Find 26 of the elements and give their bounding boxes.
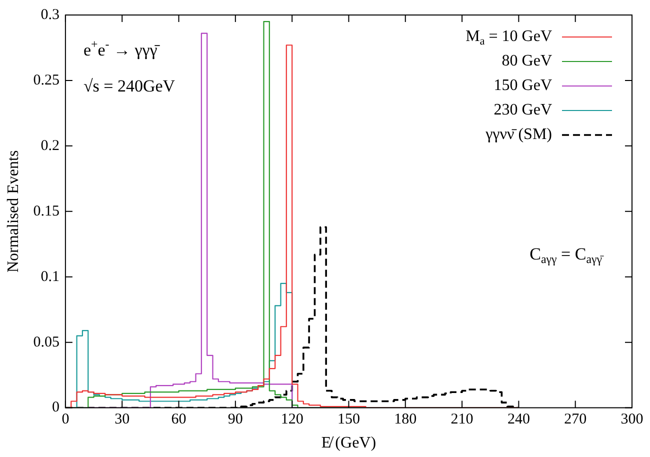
y-tick-label: 0.3 — [40, 6, 60, 23]
x-tick-label: 0 — [62, 412, 70, 428]
y-tick-label: 0.05 — [33, 334, 60, 350]
y-tick-label: 0.1 — [40, 268, 60, 285]
x-axis-title: E̸ (GeV) — [321, 434, 376, 452]
legend-label: 80 GeV — [502, 52, 552, 70]
y-tick-label: 0.15 — [33, 203, 60, 220]
x-tick-label: 90 — [228, 412, 243, 428]
annotation: √s = 240GeV — [83, 76, 176, 96]
x-tick-label: 150 — [337, 412, 360, 428]
y-tick-label: 0 — [52, 400, 60, 416]
legend-label: 150 GeV — [494, 77, 552, 94]
x-tick-label: 180 — [394, 412, 417, 428]
y-axis-title: Normalised Events — [4, 150, 22, 272]
legend-label: 230 GeV — [494, 102, 552, 119]
x-tick-label: 30 — [114, 412, 130, 428]
x-tick-label: 270 — [564, 412, 587, 428]
y-tick-label: 0.25 — [33, 72, 60, 88]
y-tick-label: 0.2 — [40, 138, 60, 154]
x-tick-label: 120 — [280, 412, 304, 428]
legend-label: γγνν̄ (SM) — [484, 126, 552, 144]
x-tick-label: 210 — [450, 412, 474, 428]
x-tick-label: 60 — [171, 412, 186, 428]
annotation: e+e- → γγγ̄ — [83, 37, 160, 60]
x-tick-label: 300 — [620, 412, 644, 428]
x-tick-label: 240 — [507, 412, 530, 428]
